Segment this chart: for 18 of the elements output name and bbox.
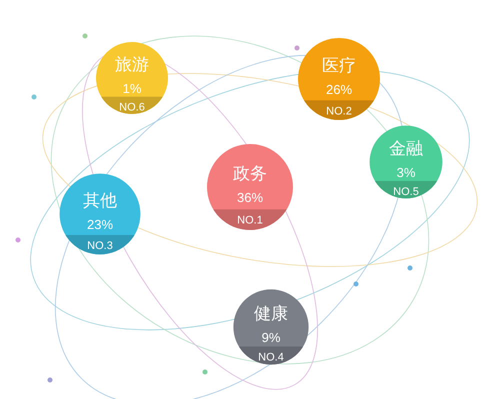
text: NO.1 — [237, 214, 263, 226]
category-label: 其他 — [83, 191, 117, 211]
category-label: 医疗 — [322, 56, 356, 76]
category-label: 旅游 — [115, 55, 149, 75]
data-label: 23% — [86, 217, 114, 232]
data-label: 3% — [396, 165, 416, 180]
data-label: 36% — [236, 190, 264, 205]
data-label: 1% — [122, 81, 142, 96]
text: NO.5 — [393, 186, 419, 198]
data-label: 9% — [262, 330, 281, 345]
text: NO.3 — [87, 240, 113, 252]
text: NO.2 — [326, 105, 352, 118]
text: NO.4 — [258, 352, 284, 364]
data-label: 26% — [326, 82, 352, 97]
category-label: 政务 — [233, 164, 267, 184]
category-label: 健康 — [254, 304, 288, 324]
text: NO.6 — [119, 102, 145, 114]
category-label: 金融 — [389, 139, 423, 159]
